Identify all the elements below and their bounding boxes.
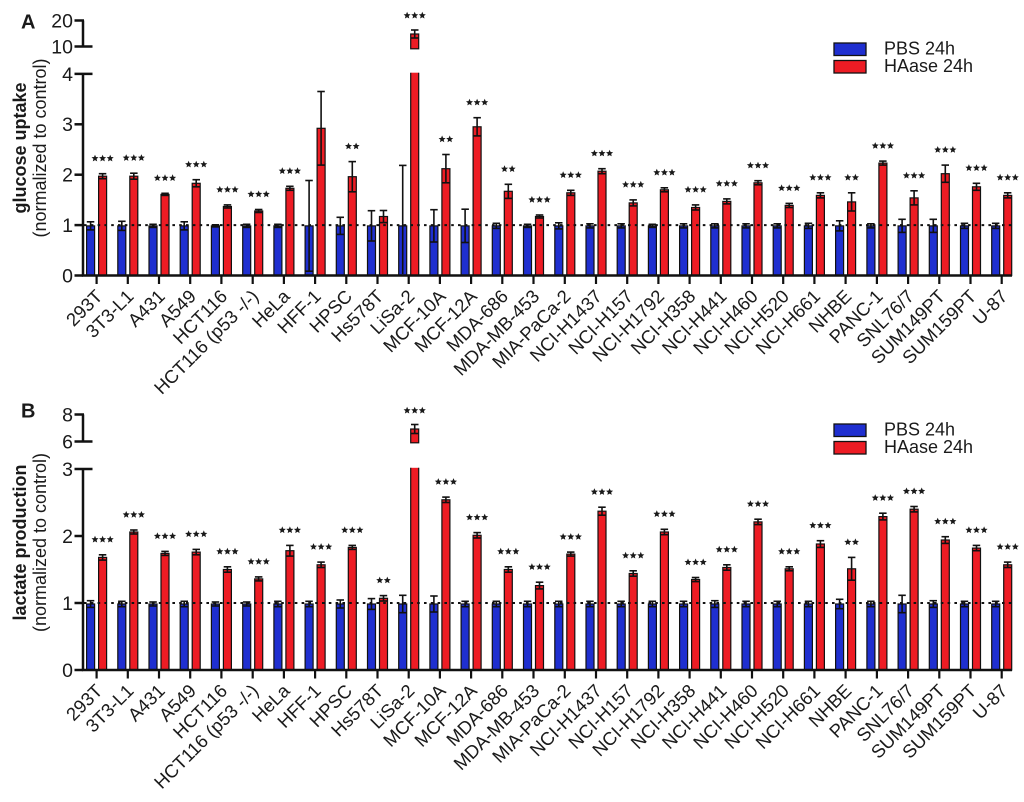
svg-text:0: 0 [62,265,73,287]
svg-text:glucose uptake: glucose uptake [10,82,30,213]
svg-text:PBS 24h: PBS 24h [884,420,955,440]
svg-text:10: 10 [51,36,73,58]
svg-text:3: 3 [62,459,73,481]
svg-text:0: 0 [62,660,73,682]
svg-text:lactate production: lactate production [10,464,30,620]
svg-text:1: 1 [62,215,73,237]
svg-text:HAase 24h: HAase 24h [884,56,973,76]
svg-text:B: B [21,401,35,423]
svg-text:6: 6 [62,431,73,453]
svg-text:3: 3 [62,114,73,136]
svg-text:(normalized to control): (normalized to control) [30,453,50,632]
svg-text:4: 4 [62,64,73,86]
svg-text:HAase 24h: HAase 24h [884,437,973,457]
svg-text:(normalized to control): (normalized to control) [30,58,50,237]
svg-text:A: A [21,12,35,34]
svg-text:1: 1 [62,593,73,615]
svg-text:2: 2 [62,165,73,187]
svg-text:2: 2 [62,526,73,548]
svg-text:20: 20 [51,10,73,32]
svg-text:8: 8 [62,404,73,426]
svg-text:PBS 24h: PBS 24h [884,39,955,59]
